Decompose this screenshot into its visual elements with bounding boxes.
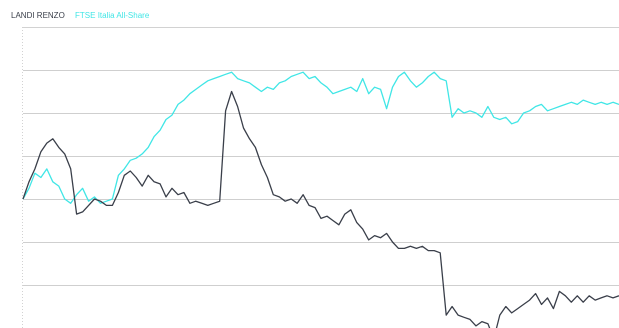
- legend-item-landi-renzo[interactable]: LANDI RENZO: [11, 11, 65, 20]
- series-line-landi-renzo[interactable]: [22, 90, 619, 328]
- legend-item-ftse-italia-all-share[interactable]: FTSE Italia All-Share: [75, 11, 150, 20]
- legend: LANDI RENZO FTSE Italia All-Share: [11, 10, 157, 22]
- series-line-ftse-italia-all-share[interactable]: [22, 71, 619, 204]
